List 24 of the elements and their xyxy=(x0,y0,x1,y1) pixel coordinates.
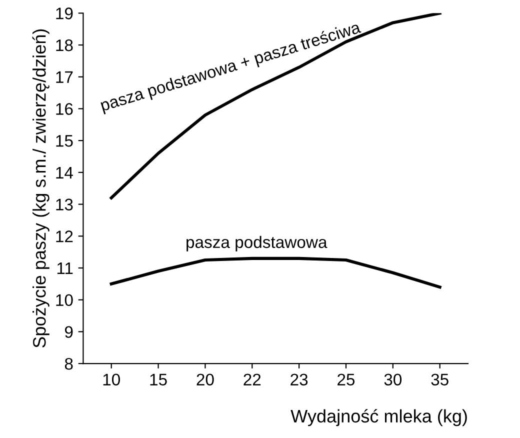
y-tick-label: 10 xyxy=(56,294,73,306)
y-tick-label: 15 xyxy=(56,135,73,147)
x-tick-label: 20 xyxy=(196,374,214,386)
series-label: pasza podstawowa xyxy=(186,236,328,252)
y-tick-label: 13 xyxy=(56,198,73,210)
x-axis-title: Wydajność mleka (kg) xyxy=(290,409,467,426)
x-tick-label: 22 xyxy=(244,374,261,386)
x-tick-label: 15 xyxy=(150,374,167,386)
x-tick-label: 30 xyxy=(384,374,402,386)
y-tick-label: 19 xyxy=(56,8,73,20)
y-tick-label: 16 xyxy=(56,103,73,115)
y-axis-title: Spożycie paszy (kg s.m./ zwierzę/dzień) xyxy=(32,29,50,348)
y-tick-label: 11 xyxy=(57,262,73,274)
y-tick-label: 12 xyxy=(56,230,73,242)
x-tick-label: 10 xyxy=(103,374,120,386)
y-tick-label: 18 xyxy=(56,39,73,52)
x-tick-label: 25 xyxy=(338,374,355,386)
y-tick-label: 9 xyxy=(64,326,73,338)
line-series xyxy=(110,256,442,289)
x-tick-label: 23 xyxy=(290,374,308,386)
y-tick-label: 8 xyxy=(64,358,73,370)
y-tick-label: 17 xyxy=(56,71,73,83)
y-tick-label: 14 xyxy=(56,166,73,178)
x-tick-label: 35 xyxy=(431,374,448,386)
